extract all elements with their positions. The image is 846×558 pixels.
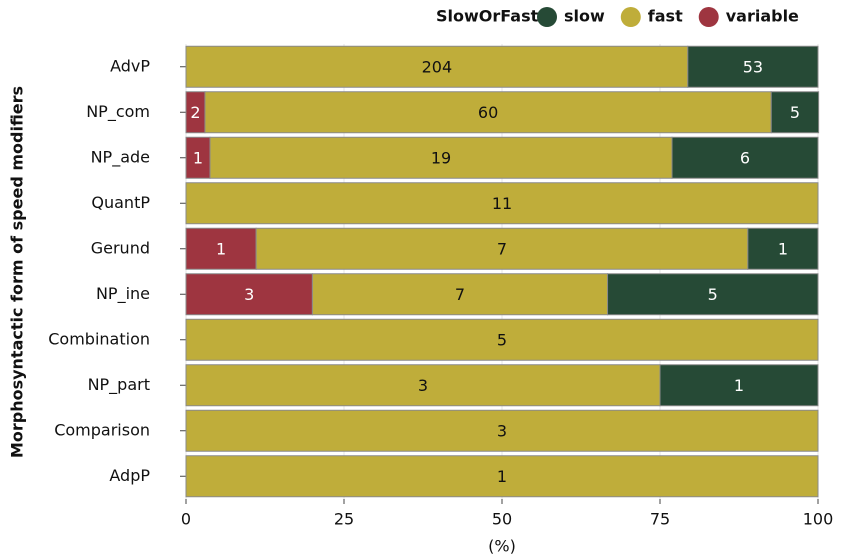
data-label: 1 <box>193 148 203 167</box>
data-label: 1 <box>734 376 744 395</box>
data-label: 5 <box>708 285 718 304</box>
legend-swatch <box>537 7 557 27</box>
data-label: 7 <box>497 239 507 258</box>
data-label: 3 <box>244 285 254 304</box>
x-tick-label: 100 <box>803 510 834 529</box>
legend-title: SlowOrFast <box>436 7 539 26</box>
y-tick-label: NP_part <box>88 375 150 395</box>
data-label: 1 <box>216 239 226 258</box>
bar-segment <box>185 136 211 179</box>
bar-segment <box>185 455 819 498</box>
bar-segment <box>185 409 819 452</box>
data-label: 2 <box>190 103 200 122</box>
data-label: 3 <box>418 376 428 395</box>
y-tick-label: AdvP <box>110 56 150 75</box>
bar-segment <box>185 364 661 407</box>
y-tick-label: NP_com <box>86 102 150 122</box>
data-label: 204 <box>422 57 453 76</box>
bar-segment <box>185 45 689 88</box>
y-tick-label: Combination <box>48 329 150 348</box>
data-label: 60 <box>478 103 498 122</box>
data-label: 1 <box>497 467 507 486</box>
data-label: 5 <box>790 103 800 122</box>
x-tick-label: 0 <box>181 510 191 529</box>
legend-label: variable <box>726 7 799 26</box>
bar-segment <box>255 227 749 270</box>
data-label: 5 <box>497 330 507 349</box>
y-tick-label: AdpP <box>109 466 150 485</box>
legend-label: fast <box>648 7 683 26</box>
bar-segment <box>659 364 819 407</box>
y-axis-label: Morphosyntactic form of speed modifiers <box>8 86 27 458</box>
x-tick-label: 25 <box>334 510 354 529</box>
bar-segment <box>607 273 819 316</box>
y-tick-label: NP_ade <box>91 147 150 167</box>
x-tick-label: 50 <box>492 510 512 529</box>
legend-swatch <box>698 7 719 27</box>
y-tick-label: Gerund <box>91 238 150 257</box>
data-label: 11 <box>492 194 512 213</box>
data-label: 19 <box>431 148 451 167</box>
bar-segment <box>209 136 673 179</box>
data-label: 1 <box>778 239 788 258</box>
bar-segment <box>770 91 820 134</box>
bar-segment <box>687 45 819 88</box>
bar-segment <box>747 227 819 270</box>
bar-segment <box>671 136 819 179</box>
data-label: 3 <box>497 421 507 440</box>
legend-label: slow <box>564 7 605 26</box>
x-axis-label: (%) <box>488 537 516 556</box>
y-tick-label: QuantP <box>91 193 150 212</box>
data-label: 7 <box>455 285 465 304</box>
bar-segment <box>185 182 819 225</box>
bar-segment <box>185 318 819 361</box>
y-tick-label: NP_ine <box>96 284 150 304</box>
data-label: 6 <box>740 148 750 167</box>
x-tick-label: 75 <box>650 510 670 529</box>
data-label: 53 <box>743 57 763 76</box>
bar-segment <box>204 91 772 134</box>
legend-swatch <box>620 7 641 27</box>
y-tick-label: Comparison <box>54 420 150 439</box>
